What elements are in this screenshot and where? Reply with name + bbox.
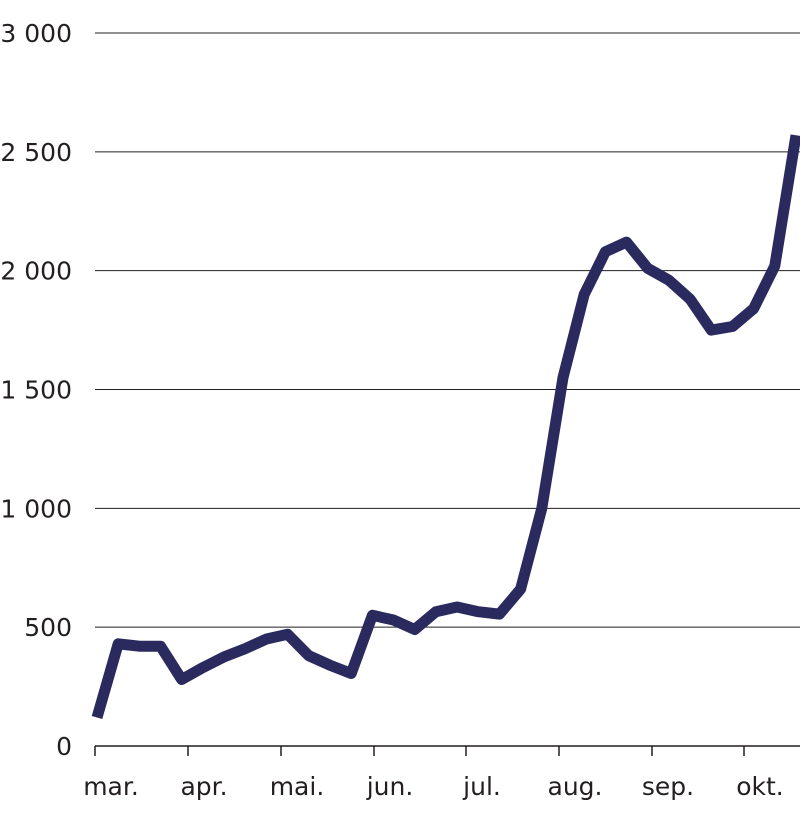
gridlines [95, 32, 800, 628]
x-tick-label: mai. [270, 772, 325, 801]
y-axis-tick-labels: 0 500 1 000 1 500 2 000 2 500 3 000 [0, 19, 72, 761]
y-tick-label: 1 000 [0, 494, 72, 523]
x-tick-label: jul. [462, 772, 501, 801]
x-axis: mar. apr. mai. jun. jul. aug. sep. okt. [83, 745, 800, 801]
x-tick-label: jun. [366, 772, 414, 801]
y-tick-label: 500 [24, 613, 72, 642]
x-tick-label: okt. [736, 772, 784, 801]
x-tick-label: sep. [642, 772, 694, 801]
y-tick-label: 3 000 [0, 19, 72, 48]
y-tick-label: 2 000 [0, 257, 72, 286]
y-tick-label: 0 [56, 732, 72, 761]
y-tick-label: 2 500 [0, 138, 72, 167]
series-group [91, 134, 800, 720]
y-tick-label: 1 500 [0, 376, 72, 405]
x-tick-label: mar. [83, 772, 139, 801]
series-line [91, 134, 800, 720]
x-tick-label: aug. [548, 772, 603, 801]
x-tick-label: apr. [180, 772, 227, 801]
